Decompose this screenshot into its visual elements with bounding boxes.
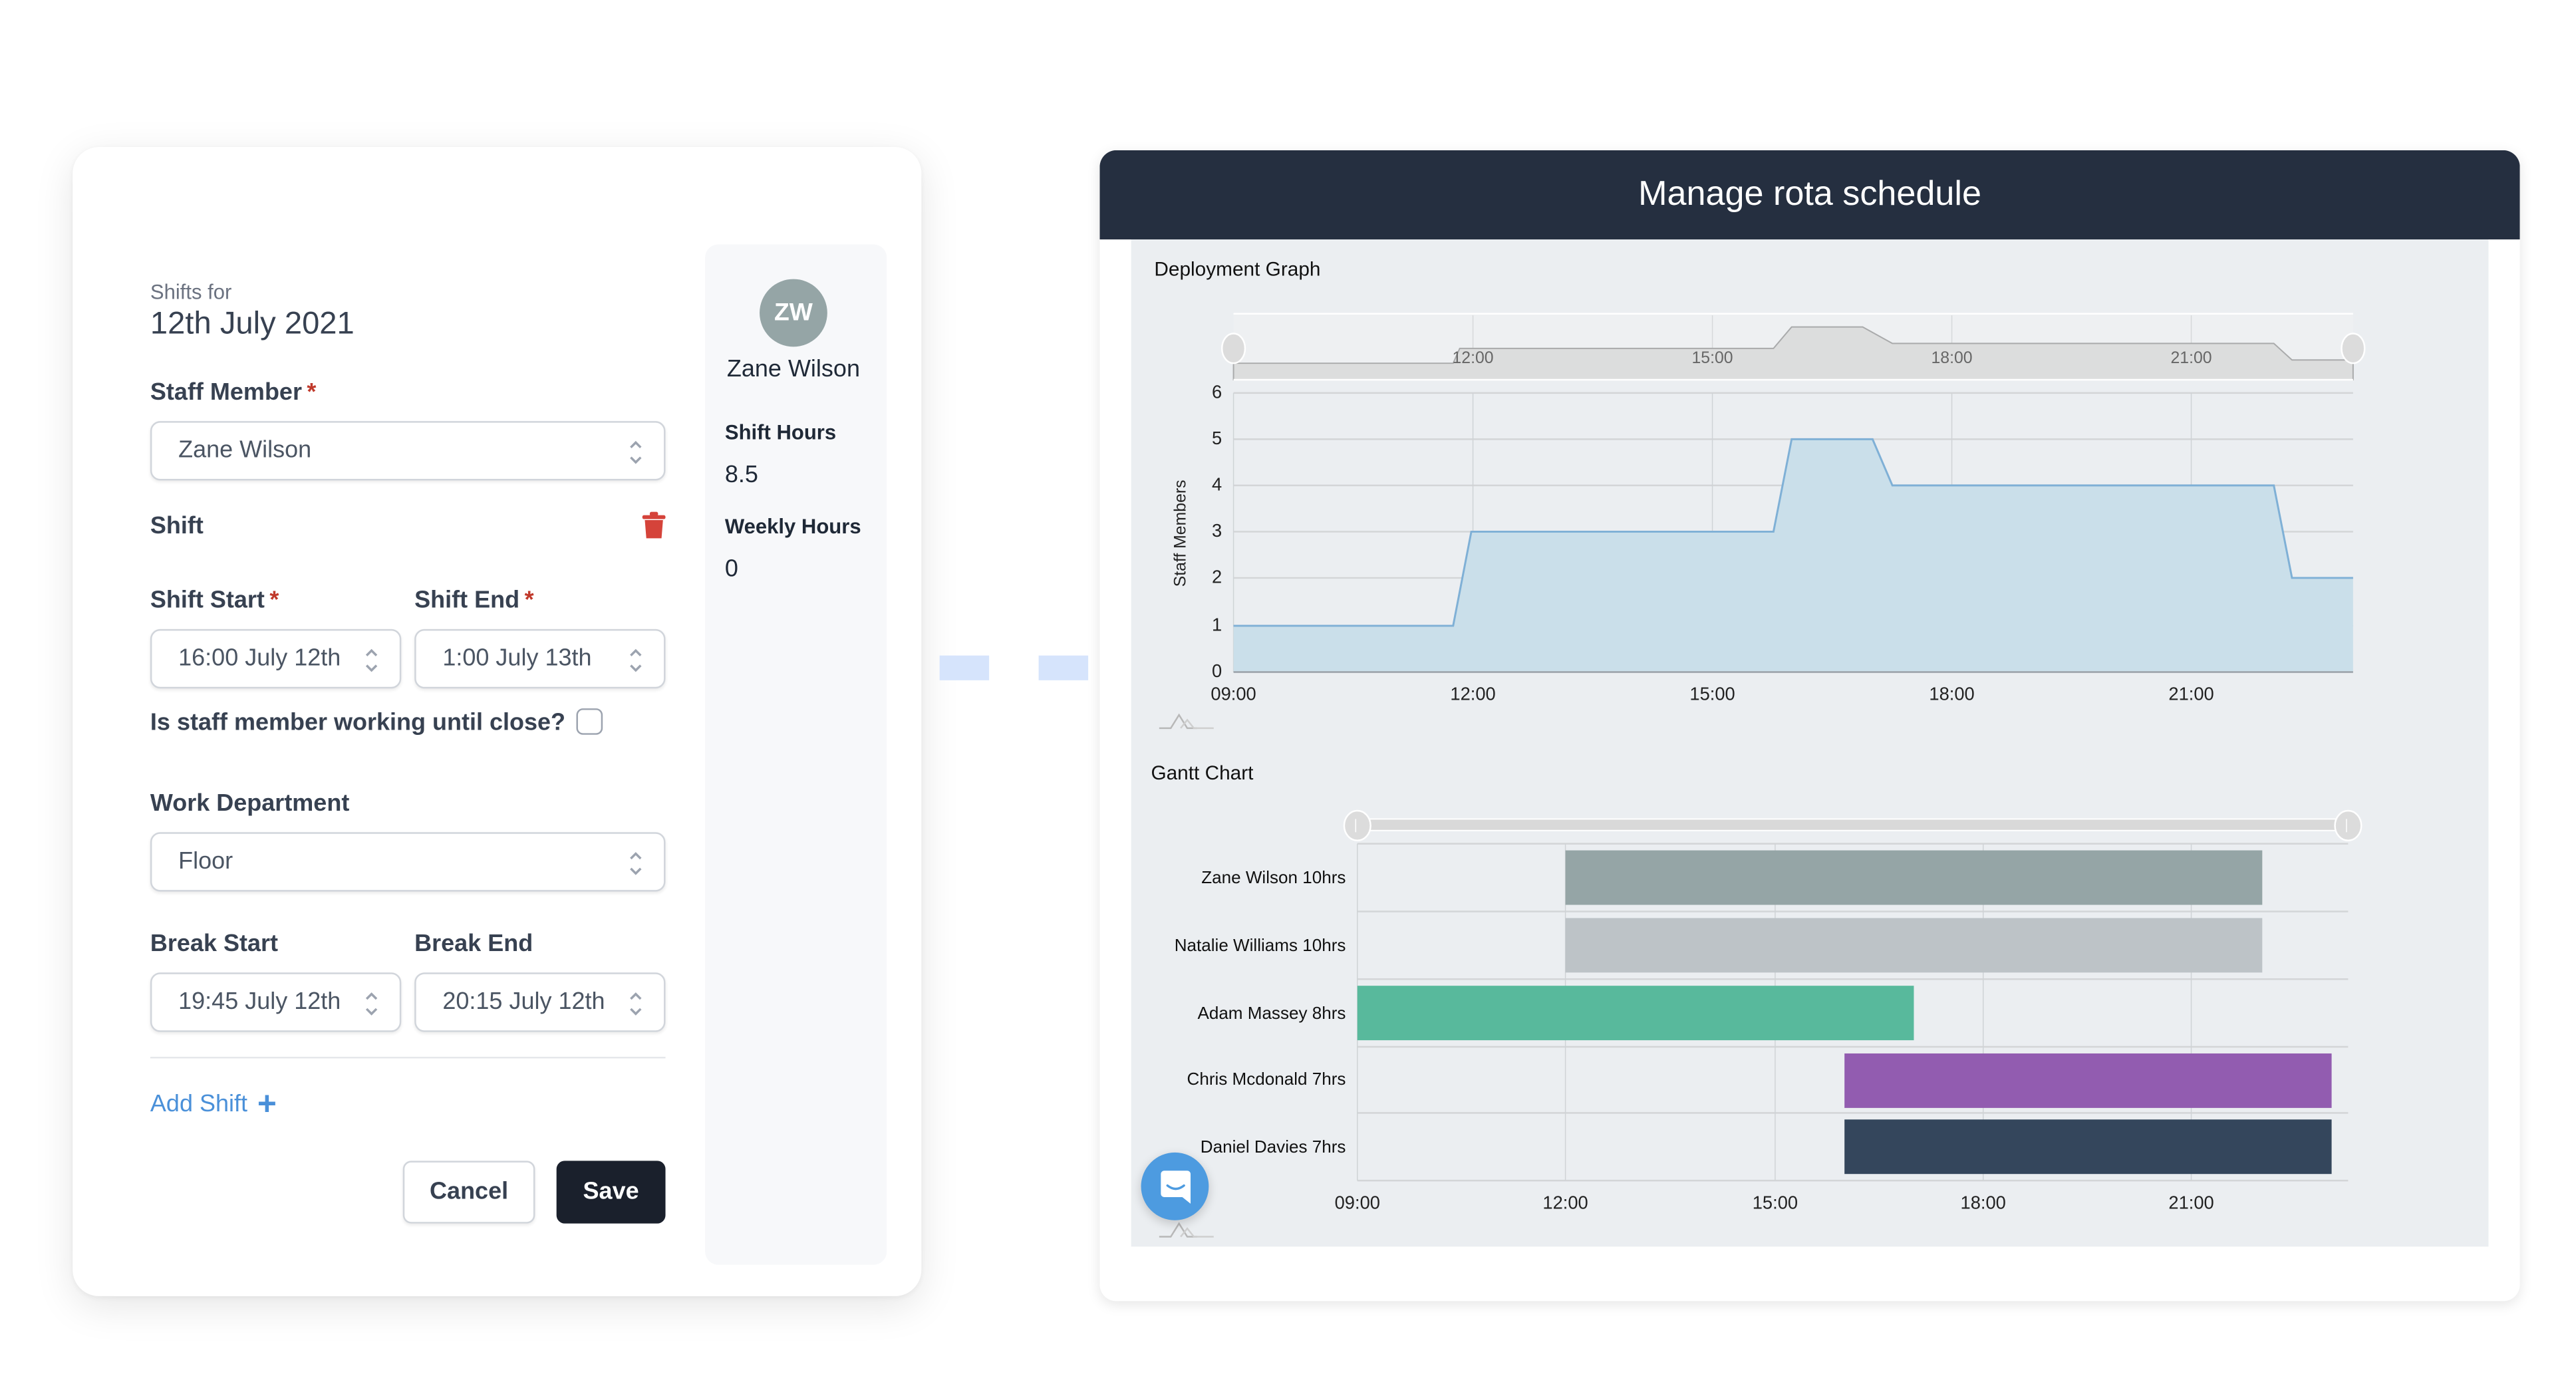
staff-member-label: Staff Member * <box>150 380 317 406</box>
shift-hours-value: 8.5 <box>724 462 758 489</box>
shifts-for-label: Shifts for <box>150 281 232 304</box>
staff-name: Zane Wilson <box>726 356 860 383</box>
gantt-range-slider[interactable] <box>1343 809 2362 841</box>
cancel-button[interactable]: Cancel <box>402 1161 535 1224</box>
chevron-up-down-icon <box>630 992 642 1016</box>
panel-title: Manage rota schedule <box>1099 150 2520 239</box>
svg-text:18:00: 18:00 <box>1932 349 1973 367</box>
work-department-select[interactable]: Floor <box>150 832 666 892</box>
svg-text:15:00: 15:00 <box>1753 1192 1798 1212</box>
shift-end-label-text: Shift End <box>414 587 520 615</box>
svg-text:21:00: 21:00 <box>2168 684 2214 704</box>
chevron-up-down-icon <box>630 648 642 672</box>
chevron-up-down-icon <box>365 992 378 1016</box>
svg-text:Natalie Williams 10hrs: Natalie Williams 10hrs <box>1175 935 1346 955</box>
save-button[interactable]: Save <box>556 1161 666 1224</box>
chevron-up-down-icon <box>630 440 642 464</box>
required-marker: * <box>524 587 534 615</box>
svg-text:1: 1 <box>1212 614 1222 634</box>
connector-dash <box>1038 655 1089 680</box>
charts-container: Deployment Graph 12:00 15:00 18:00 21:0 <box>1131 239 2489 1247</box>
plus-icon: + <box>257 1086 277 1123</box>
shift-start-picker[interactable]: 16:00 July 12th <box>150 628 402 689</box>
gantt-bar-chris-mcdonald <box>1844 1053 2332 1108</box>
svg-text:12:00: 12:00 <box>1542 1192 1588 1212</box>
svg-text:Zane Wilson 10hrs: Zane Wilson 10hrs <box>1201 867 1346 887</box>
svg-text:12:00: 12:00 <box>1453 349 1494 367</box>
break-start-picker[interactable]: 19:45 July 12th <box>150 972 402 1032</box>
staff-member-label-text: Staff Member <box>150 380 302 406</box>
svg-text:21:00: 21:00 <box>2170 349 2212 367</box>
shift-end-value: 1:00 July 13th <box>442 645 592 672</box>
staff-member-select[interactable]: Zane Wilson <box>150 421 666 481</box>
svg-text:09:00: 09:00 <box>1335 1192 1380 1212</box>
svg-text:Staff Members: Staff Members <box>1172 480 1190 587</box>
svg-text:6: 6 <box>1212 381 1222 402</box>
svg-text:Chris Mcdonald 7hrs: Chris Mcdonald 7hrs <box>1187 1069 1346 1089</box>
deployment-graph: 12:00 15:00 18:00 21:00 <box>1159 313 2366 730</box>
add-shift-label: Add Shift <box>150 1091 248 1118</box>
staff-summary-panel: ZW Zane Wilson Shift Hours 8.5 Weekly Ho… <box>705 244 887 1265</box>
work-department-label: Work Department <box>150 791 350 817</box>
break-end-picker[interactable]: 20:15 July 12th <box>414 972 666 1032</box>
chevron-up-down-icon <box>365 648 378 672</box>
chart-brand-icon <box>1159 713 1214 730</box>
svg-text:12:00: 12:00 <box>1450 684 1495 704</box>
trash-icon[interactable] <box>641 510 667 540</box>
shift-end-label: Shift End * <box>414 588 533 615</box>
gantt-chart: Zane Wilson 10hrs Natalie Williams 10hrs… <box>1159 809 2362 1238</box>
avatar: ZW <box>760 279 827 347</box>
work-department-value: Floor <box>178 849 233 875</box>
shift-start-label: Shift Start * <box>150 588 279 615</box>
deployment-area <box>1233 439 2353 672</box>
shift-section-label: Shift <box>150 513 204 540</box>
shift-start-value: 16:00 July 12th <box>178 645 341 672</box>
svg-text:2: 2 <box>1212 566 1222 587</box>
svg-text:15:00: 15:00 <box>1692 349 1733 367</box>
add-shift-link[interactable]: Add Shift + <box>150 1088 277 1121</box>
shift-date-title: 12th July 2021 <box>150 307 355 342</box>
chat-bubble-icon <box>1160 1169 1190 1203</box>
break-start-label: Break Start <box>150 931 279 958</box>
gantt-bar-natalie-williams <box>1565 918 2263 973</box>
connector-dash <box>939 655 990 680</box>
break-end-value: 20:15 July 12th <box>442 989 605 1016</box>
svg-text:18:00: 18:00 <box>1961 1192 2006 1212</box>
svg-text:5: 5 <box>1212 428 1222 448</box>
chat-button[interactable] <box>1141 1152 1209 1220</box>
shift-start-label-text: Shift Start <box>150 587 265 615</box>
weekly-hours-value: 0 <box>724 556 738 583</box>
svg-text:4: 4 <box>1212 474 1222 494</box>
required-marker: * <box>307 380 317 406</box>
chevron-up-down-icon <box>630 852 642 875</box>
svg-text:21:00: 21:00 <box>2168 1192 2214 1212</box>
svg-text:0: 0 <box>1212 660 1222 681</box>
svg-text:15:00: 15:00 <box>1689 684 1735 704</box>
deployment-graph-title: Deployment Graph <box>1154 257 1321 281</box>
gantt-bar-daniel-davies <box>1844 1119 2332 1175</box>
required-marker: * <box>269 587 279 615</box>
break-start-value: 19:45 July 12th <box>178 989 341 1016</box>
chart-brand-icon <box>1159 1222 1214 1238</box>
svg-text:18:00: 18:00 <box>1929 684 1974 704</box>
rota-schedule-panel: Manage rota schedule Deployment Graph 12… <box>1099 150 2520 1302</box>
gantt-chart-title: Gantt Chart <box>1151 761 1254 785</box>
form-divider <box>150 1056 666 1059</box>
svg-text:Daniel Davies 7hrs: Daniel Davies 7hrs <box>1201 1137 1346 1157</box>
svg-text:Adam Massey 8hrs: Adam Massey 8hrs <box>1197 1003 1346 1023</box>
shift-end-picker[interactable]: 1:00 July 13th <box>414 628 666 689</box>
deployment-line <box>1233 438 2353 627</box>
svg-text:3: 3 <box>1212 520 1222 541</box>
shift-hours-label: Shift Hours <box>724 421 837 444</box>
weekly-hours-label: Weekly Hours <box>724 515 861 539</box>
shift-edit-modal: Shifts for 12th July 2021 Staff Member * … <box>72 146 922 1296</box>
staff-member-value: Zane Wilson <box>178 437 312 464</box>
deployment-range-selector[interactable]: 12:00 15:00 18:00 21:00 <box>1220 313 2366 381</box>
gantt-bar-adam-massey <box>1357 986 1914 1041</box>
gantt-bar-zane-wilson <box>1565 850 2263 905</box>
until-close-checkbox[interactable] <box>576 708 603 735</box>
break-end-label: Break End <box>414 931 533 958</box>
until-close-label: Is staff member working until close? <box>150 710 566 737</box>
svg-text:09:00: 09:00 <box>1211 684 1256 704</box>
